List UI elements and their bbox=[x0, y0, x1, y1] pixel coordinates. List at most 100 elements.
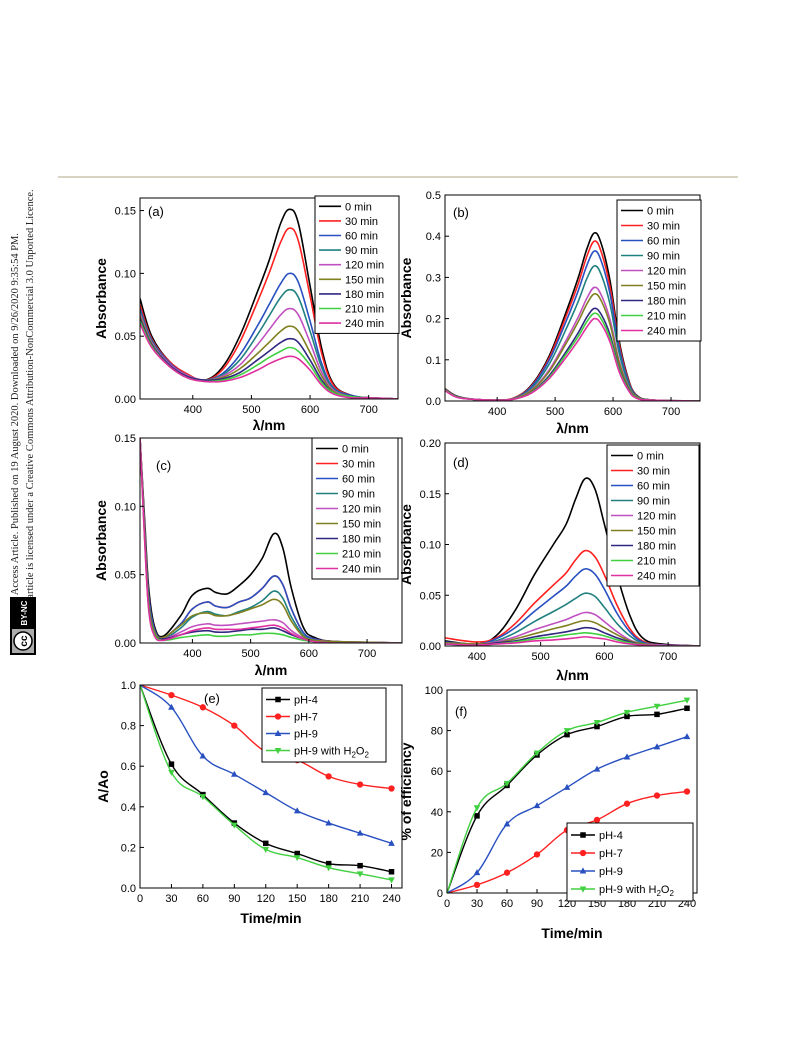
legend: 0 min 30 min 60 min 90 min 120 min 150 min 180… bbox=[616, 199, 702, 342]
legend-label: 150 min bbox=[647, 281, 686, 293]
series-line bbox=[140, 307, 398, 399]
chart-d: 400 500 600 700 0.00 0.05 0.10 0.15 0.20 λ/nm Abso… bbox=[398, 438, 701, 683]
data-point bbox=[473, 881, 481, 889]
legend-marker bbox=[579, 849, 587, 857]
x-tick-label: 0 bbox=[137, 893, 143, 905]
data-point bbox=[294, 850, 300, 857]
x-tick-label: 30 bbox=[471, 898, 483, 910]
data-point bbox=[325, 865, 332, 872]
legend-label: 90 min bbox=[345, 245, 378, 257]
legend-label: 240 min bbox=[345, 318, 384, 330]
x-tick-label: 600 bbox=[595, 651, 613, 663]
series-line bbox=[140, 323, 398, 399]
data-point bbox=[231, 770, 238, 777]
sidebar-line-2: This article is licensed under a Creativ… bbox=[25, 189, 36, 620]
data-point bbox=[473, 805, 481, 812]
x-tick-label: 240 bbox=[382, 893, 400, 905]
x-axis-label: λ/nm bbox=[253, 417, 286, 433]
data-point bbox=[293, 855, 301, 862]
plot-frame bbox=[139, 684, 403, 889]
legend-label: 30 min bbox=[345, 216, 378, 228]
y-tick-label: 80 bbox=[431, 726, 443, 738]
y-tick-label: 0.10 bbox=[420, 540, 441, 552]
legend-label: 210 min bbox=[637, 556, 676, 568]
panel-b: 400 500 600 700 0.0 0.1 0.2 0.3 0.4 0.5 λ/nm Absorb… bbox=[395, 185, 710, 442]
data-point bbox=[653, 792, 661, 799]
data-point bbox=[357, 862, 363, 869]
legend-label: 240 min bbox=[637, 571, 676, 583]
cc-icon bbox=[13, 631, 33, 651]
data-point bbox=[684, 705, 690, 712]
data-point bbox=[593, 816, 601, 824]
legend-label: pH-9 with H2O2 bbox=[294, 746, 369, 760]
legend-label: 0 min bbox=[342, 444, 369, 456]
legend-label: pH-7 bbox=[599, 848, 623, 860]
header-divider bbox=[58, 176, 738, 178]
legend-marker bbox=[274, 748, 282, 755]
panel-c: 400 500 600 700 0.00 0.05 0.10 0.15 λ/nm Absorban… bbox=[90, 430, 405, 685]
data-point bbox=[623, 800, 631, 807]
data-point bbox=[262, 846, 270, 854]
legend: 0 min 30 min 60 min 90 min 120 min 150 min 180… bbox=[606, 444, 700, 587]
data-point bbox=[325, 860, 332, 867]
legend-label: 210 min bbox=[342, 549, 381, 561]
legend-label: 60 min bbox=[647, 236, 680, 248]
x-tick-label: 90 bbox=[531, 898, 543, 910]
legend-label: 0 min bbox=[647, 206, 674, 218]
y-tick-label: 0.0 bbox=[121, 883, 136, 895]
panel-label: (c) bbox=[156, 458, 171, 473]
legend-label: pH-4 bbox=[294, 695, 318, 707]
y-tick-label: 0.00 bbox=[115, 638, 136, 650]
series-group bbox=[140, 208, 398, 399]
x-tick-label: 400 bbox=[488, 406, 506, 418]
x-axis-label: Time/min bbox=[240, 910, 301, 926]
legend-label: pH-9 with H2O2 bbox=[599, 884, 674, 898]
legend: pH-4 pH-7 pH-9 pH-9 with H2O2 bbox=[261, 687, 387, 763]
data-point bbox=[503, 820, 511, 827]
y-axis-label: % of efficiency bbox=[398, 742, 414, 840]
data-point bbox=[388, 785, 395, 792]
panel-a: 400 500 600 700 0.00 0.05 0.10 0.15 λ/nm Absorban… bbox=[90, 190, 405, 442]
legend-label: 240 min bbox=[647, 326, 686, 338]
y-axis-label: Absorbance bbox=[93, 500, 109, 581]
y-tick-label: 0.8 bbox=[121, 721, 136, 733]
legend-label: 240 min bbox=[342, 564, 381, 576]
legend-label: pH-4 bbox=[599, 830, 623, 842]
y-axis-label: A/Ao bbox=[95, 770, 111, 803]
y-tick-label: 0.6 bbox=[121, 761, 136, 773]
y-tick-label: 0.15 bbox=[115, 206, 136, 218]
legend-marker bbox=[580, 832, 586, 838]
series-group bbox=[447, 697, 691, 893]
legend-label: pH-9 bbox=[294, 729, 318, 741]
y-tick-label: 0.00 bbox=[420, 641, 441, 653]
x-axis-label: λ/nm bbox=[556, 420, 589, 436]
x-tick-label: 400 bbox=[184, 404, 202, 416]
x-tick-label: 60 bbox=[501, 898, 513, 910]
chart-a: 400 500 600 700 0.00 0.05 0.10 0.15 λ/nm Absorban… bbox=[93, 195, 400, 433]
y-tick-label: 0.10 bbox=[115, 501, 136, 513]
legend-box bbox=[261, 687, 387, 763]
x-tick-label: 600 bbox=[604, 406, 622, 418]
legend: pH-4 pH-7 pH-9 pH-9 with H2O2 bbox=[566, 822, 694, 902]
y-tick-label: 100 bbox=[425, 685, 443, 697]
legend-label: 150 min bbox=[345, 274, 384, 286]
legend-marker bbox=[275, 696, 281, 703]
data-point bbox=[533, 802, 541, 809]
y-tick-label: 0.1 bbox=[426, 355, 441, 367]
x-tick-label: 400 bbox=[183, 648, 201, 660]
panel-label: (f) bbox=[455, 704, 467, 719]
cc-license-badge[interactable]: cc BY-NC bbox=[10, 597, 36, 655]
y-axis-label: Absorbance bbox=[93, 258, 109, 339]
legend-label: pH-7 bbox=[294, 712, 318, 724]
x-tick-label: 500 bbox=[242, 404, 260, 416]
legend-label: 180 min bbox=[637, 541, 676, 553]
badge-cc-text: cc bbox=[19, 635, 30, 647]
legend: 0 min 30 min 60 min 90 min 120 min 150 min 180… bbox=[311, 437, 399, 580]
series-line bbox=[140, 438, 402, 643]
chart-f: 0 30 60 90 120 150 180 210 240020406080100Time/m… bbox=[398, 685, 698, 941]
data-point bbox=[653, 703, 661, 710]
data-point bbox=[623, 709, 631, 716]
chart-c: 400 500 600 700 0.00 0.05 0.10 0.15 λ/nm Absorban… bbox=[93, 433, 403, 678]
data-point bbox=[593, 765, 601, 772]
legend-marker bbox=[579, 867, 587, 874]
